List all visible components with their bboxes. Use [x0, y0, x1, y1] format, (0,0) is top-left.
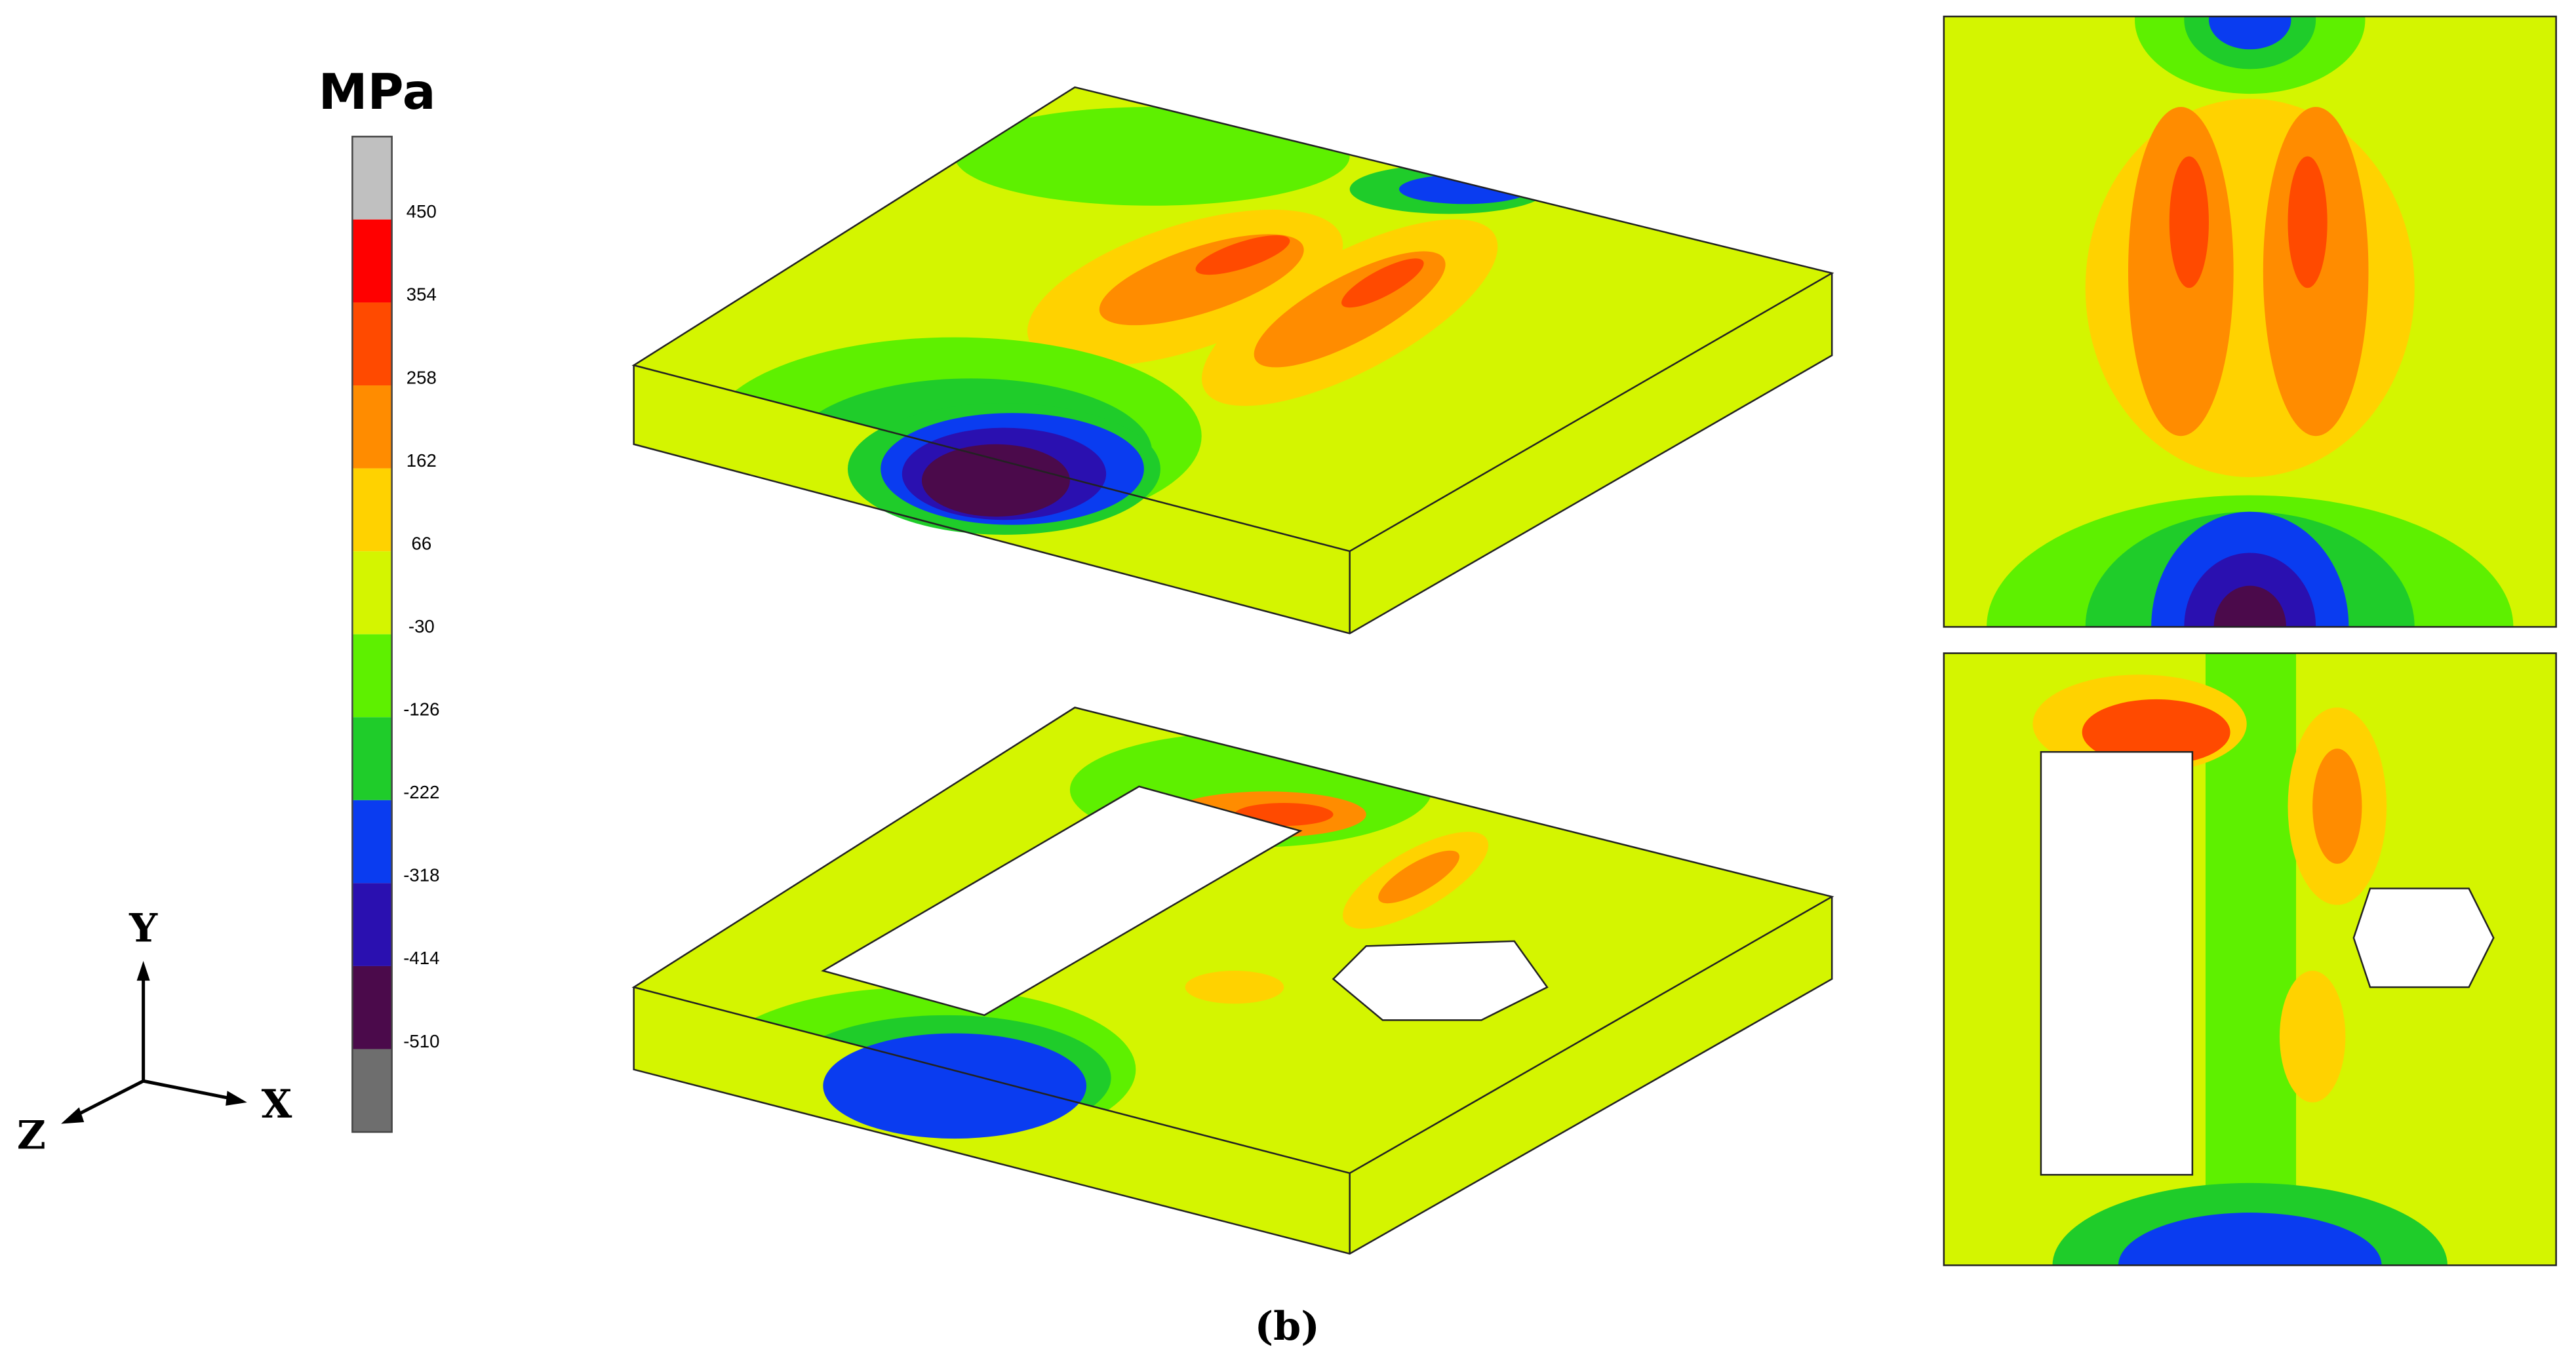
colorbar-band — [352, 468, 392, 552]
colorbar-band — [352, 136, 392, 220]
colorbar-band — [352, 883, 392, 966]
colorbar-label: 162 — [406, 450, 437, 471]
axis-label-z: Z — [17, 1112, 46, 1159]
caption: (b) — [1255, 1303, 1320, 1350]
colorbar-label: -126 — [403, 699, 439, 720]
axis-label-y: Y — [129, 905, 158, 951]
unit-label: MPa — [319, 63, 436, 121]
slab-model-top — [631, 86, 1834, 634]
axis-label-x: X — [262, 1081, 292, 1127]
colorbar-band — [352, 717, 392, 800]
colorbar-band — [352, 385, 392, 469]
colorbar-frame — [351, 136, 393, 1133]
colorbar-label: -318 — [403, 865, 439, 886]
colorbar-band — [352, 965, 392, 1049]
colorbar-label: -30 — [408, 616, 435, 636]
colorbar-band — [352, 551, 392, 634]
colorbar-label: 66 — [411, 533, 431, 553]
colorbar-label: -510 — [403, 1031, 439, 1051]
colorbar-band — [352, 634, 392, 718]
colorbar-band — [352, 800, 392, 884]
plan-view-bottom — [1943, 652, 2557, 1266]
colorbar-band — [352, 302, 392, 386]
slab-model-bottom — [631, 707, 1834, 1255]
colorbar-label: 258 — [406, 367, 437, 387]
colorbar-label: 354 — [406, 284, 437, 305]
colorbar-label: -414 — [403, 948, 439, 968]
axis-triad: Y X Z — [17, 905, 292, 1158]
plan-view-top — [1943, 15, 2557, 628]
colorbar-label: -222 — [403, 782, 439, 802]
colorbar-band — [352, 219, 392, 303]
colorbar-band — [352, 1049, 392, 1133]
colorbar: 450 354 258 162 66 -30 -126 -222 -318 -414 -510 — [351, 136, 439, 1133]
colorbar-label: 450 — [406, 201, 437, 222]
